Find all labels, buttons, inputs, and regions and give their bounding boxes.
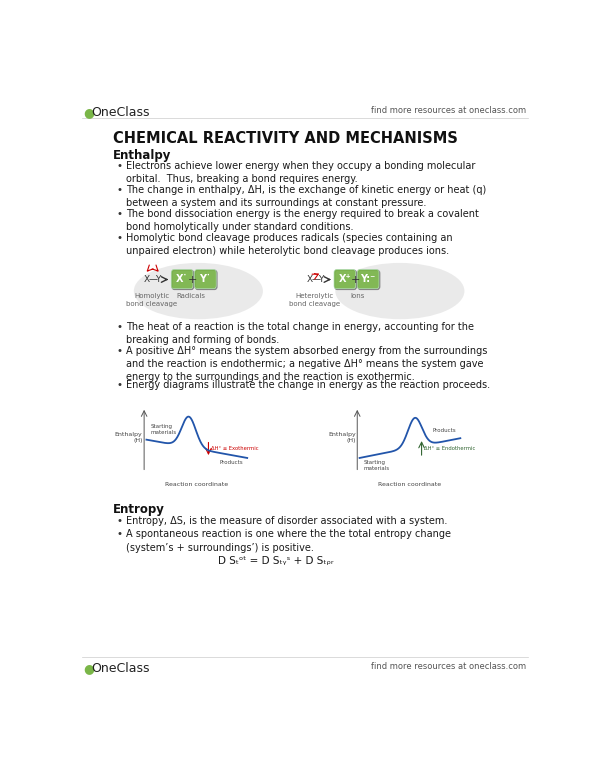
FancyBboxPatch shape [195, 270, 216, 289]
Text: Enthalpy
(H): Enthalpy (H) [115, 432, 143, 443]
Text: X: X [307, 275, 313, 284]
Text: Entropy: Entropy [113, 504, 165, 516]
Text: Homolytic
bond cleavage: Homolytic bond cleavage [126, 293, 177, 307]
Text: A positive ΔH° means the system absorbed energy from the surroundings
and the re: A positive ΔH° means the system absorbed… [126, 346, 488, 382]
Text: ●: ● [84, 662, 95, 675]
Text: Radicals: Radicals [176, 293, 205, 300]
Text: —: — [149, 275, 158, 284]
Text: A spontaneous reaction is one where the the total entropy change
(system’s + sur: A spontaneous reaction is one where the … [126, 530, 451, 553]
FancyBboxPatch shape [172, 270, 194, 290]
Text: X: X [144, 275, 151, 284]
Text: —: — [312, 275, 321, 284]
Ellipse shape [134, 263, 263, 320]
Text: Y: Y [155, 275, 160, 284]
Text: ΔH° ≤ Exothermic: ΔH° ≤ Exothermic [211, 447, 258, 451]
FancyBboxPatch shape [171, 270, 193, 289]
Text: Y: Y [318, 275, 323, 284]
Text: •: • [117, 322, 123, 332]
Text: OneClass: OneClass [92, 662, 150, 675]
Text: Heterolytic
bond cleavage: Heterolytic bond cleavage [289, 293, 340, 307]
Text: Enthalpy: Enthalpy [113, 149, 171, 162]
Text: D Sₜᵒᵗ = D Sₜᵧˢ + D Sₜᵨᵣ: D Sₜᵒᵗ = D Sₜᵧˢ + D Sₜᵨᵣ [218, 556, 333, 566]
Text: Enthalpy
(H): Enthalpy (H) [328, 432, 356, 443]
Text: •: • [117, 185, 123, 195]
Text: Y˙: Y˙ [199, 274, 211, 284]
Text: Products: Products [220, 460, 243, 465]
Text: Reaction coordinate: Reaction coordinate [378, 482, 441, 487]
Text: Y:⁻: Y:⁻ [361, 274, 375, 284]
Text: The change in enthalpy, ΔH, is the exchange of kinetic energy or heat (q)
betwee: The change in enthalpy, ΔH, is the excha… [126, 185, 487, 208]
Text: Starting
materials: Starting materials [151, 424, 177, 435]
Text: CHEMICAL REACTIVITY AND MECHANISMS: CHEMICAL REACTIVITY AND MECHANISMS [113, 131, 458, 146]
FancyBboxPatch shape [358, 270, 380, 290]
Text: +: + [351, 275, 361, 284]
Text: •: • [117, 161, 123, 171]
Text: OneClass: OneClass [92, 106, 150, 119]
Text: Products: Products [433, 428, 456, 434]
Text: Homolytic bond cleavage produces radicals (species containing an
unpaired electr: Homolytic bond cleavage produces radical… [126, 233, 453, 256]
FancyBboxPatch shape [195, 270, 217, 290]
Text: •: • [117, 346, 123, 356]
Text: The bond dissociation energy is the energy required to break a covalent
bond hom: The bond dissociation energy is the ener… [126, 209, 479, 232]
FancyBboxPatch shape [335, 270, 356, 290]
Text: Electrons achieve lower energy when they occupy a bonding molecular
orbital.  Th: Electrons achieve lower energy when they… [126, 161, 475, 184]
Text: X⁺: X⁺ [339, 274, 351, 284]
Text: find more resources at oneclass.com: find more resources at oneclass.com [371, 106, 526, 115]
Text: Entropy, ΔS, is the measure of disorder associated with a system.: Entropy, ΔS, is the measure of disorder … [126, 516, 447, 526]
Ellipse shape [336, 263, 465, 320]
Text: •: • [117, 233, 123, 243]
Text: ΔH° ≥ Endothermic: ΔH° ≥ Endothermic [424, 446, 475, 450]
Text: Reaction coordinate: Reaction coordinate [165, 482, 228, 487]
Text: The heat of a reaction is the total change in energy, accounting for the
breakin: The heat of a reaction is the total chan… [126, 322, 474, 345]
Text: X˙: X˙ [176, 274, 188, 284]
Text: •: • [117, 530, 123, 539]
Text: ●: ● [84, 106, 95, 119]
Text: Starting
materials: Starting materials [364, 460, 390, 471]
FancyBboxPatch shape [334, 270, 356, 289]
Text: •: • [117, 516, 123, 526]
FancyBboxPatch shape [357, 270, 379, 289]
Text: Ions: Ions [350, 293, 364, 300]
Text: find more resources at oneclass.com: find more resources at oneclass.com [371, 662, 526, 671]
Text: •: • [117, 209, 123, 219]
Text: +: + [188, 275, 198, 284]
Text: •: • [117, 380, 123, 390]
Text: Energy diagrams illustrate the change in energy as the reaction proceeds.: Energy diagrams illustrate the change in… [126, 380, 490, 390]
